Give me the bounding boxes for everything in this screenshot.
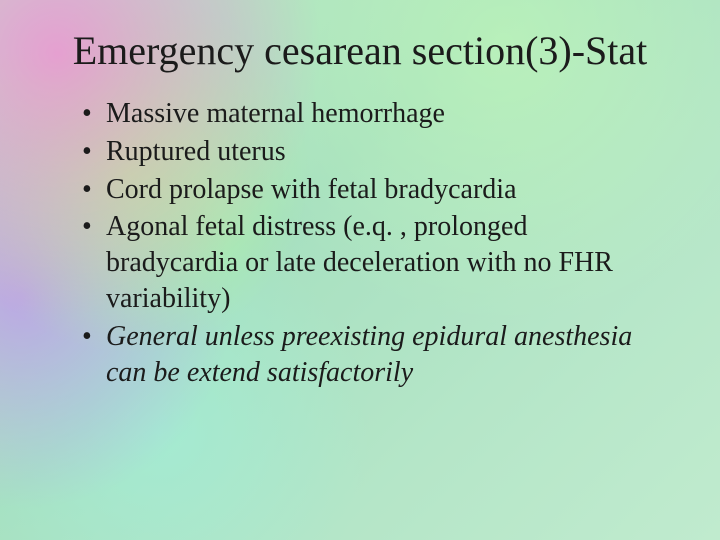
list-item: Massive maternal hemorrhage xyxy=(82,96,662,132)
list-item: Agonal fetal distress (e.q. , prolonged … xyxy=(82,209,662,316)
bullet-text-italic: General unless preexisting epidural anes… xyxy=(106,321,632,388)
bullet-text: Cord prolapse with fetal bradycardia xyxy=(106,174,517,205)
list-item: Cord prolapse with fetal bradycardia xyxy=(82,172,662,208)
list-item: Ruptured uterus xyxy=(82,134,662,170)
bullet-text: Ruptured uterus xyxy=(106,136,286,167)
slide-title: Emergency cesarean section(3)-Stat xyxy=(48,28,672,74)
slide: Emergency cesarean section(3)-Stat Massi… xyxy=(0,0,720,540)
bullet-text: Massive maternal hemorrhage xyxy=(106,98,445,129)
bullet-text: Agonal fetal distress (e.q. , prolonged … xyxy=(106,211,613,314)
list-item: General unless preexisting epidural anes… xyxy=(82,319,662,391)
bullet-list: Massive maternal hemorrhage Ruptured ute… xyxy=(48,96,672,391)
